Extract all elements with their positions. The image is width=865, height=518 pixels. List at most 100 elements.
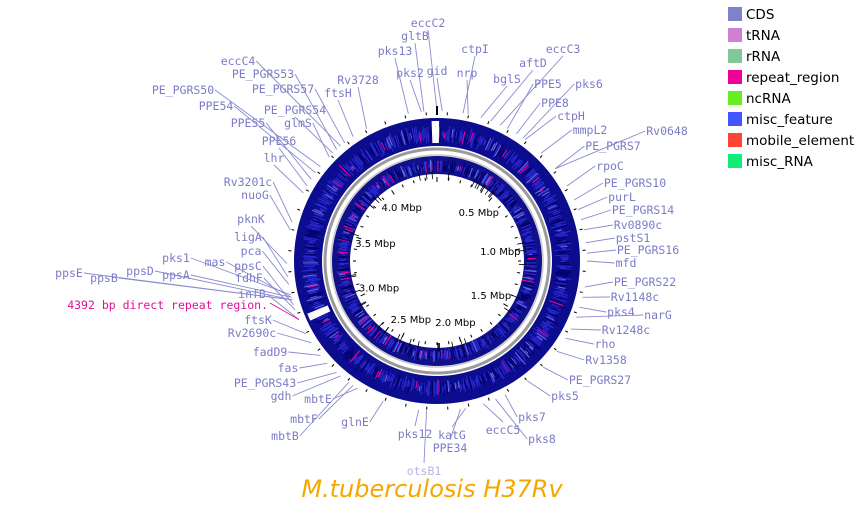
outer-feature-mark <box>482 138 487 145</box>
inner-feature-mark <box>517 242 526 245</box>
inner-feature-mark <box>337 269 350 272</box>
outer-feature-mark <box>486 371 491 379</box>
outer-scale-tick <box>291 291 295 294</box>
outer-feature-mark <box>554 287 565 291</box>
outer-feature-mark <box>308 291 316 295</box>
inner-feature-mark <box>503 322 510 330</box>
scale-tick <box>458 336 462 342</box>
outer-feature-mark <box>450 381 454 393</box>
outer-feature-mark <box>544 193 551 198</box>
outer-feature-mark <box>494 145 502 157</box>
outer-feature-mark <box>519 163 529 174</box>
gene-leader-line <box>542 366 569 381</box>
gene-label: bglS <box>493 72 521 86</box>
inner-feature-mark <box>476 182 481 190</box>
gene-leader-line <box>480 85 508 118</box>
outer-feature-mark <box>415 380 418 389</box>
outer-feature-mark <box>317 306 323 310</box>
inner-feature-mark <box>350 302 356 306</box>
inner-feature-mark <box>346 227 352 231</box>
outer-feature-mark <box>326 327 338 336</box>
scale-tick <box>360 225 364 228</box>
outer-feature-mark <box>366 363 374 375</box>
outer-feature-mark <box>345 165 351 171</box>
inner-feature-mark <box>486 338 492 345</box>
outer-feature-mark <box>374 142 383 157</box>
inner-feature-mark <box>457 350 461 358</box>
inner-feature-mark <box>380 335 387 344</box>
outer-scale-tick <box>384 397 387 401</box>
inner-feature-mark <box>521 297 528 301</box>
outer-feature-mark <box>349 352 354 357</box>
inner-feature-mark <box>414 164 418 172</box>
inner-feature-mark <box>418 350 422 358</box>
inner-feature-mark <box>342 232 349 236</box>
inner-feature-mark <box>508 313 519 322</box>
scale-tick <box>360 293 366 297</box>
gene-leader-line <box>584 281 614 288</box>
legend-swatch <box>728 49 742 63</box>
outer-feature-mark <box>321 196 333 204</box>
outer-feature-mark <box>483 140 487 146</box>
scale-tick <box>391 328 394 332</box>
outer-feature-mark <box>548 214 562 220</box>
inner-feature-mark <box>523 280 535 285</box>
inner-feature-mark <box>361 319 372 329</box>
inner-feature-mark <box>464 345 469 358</box>
scale-tick <box>373 313 377 317</box>
outer-feature-mark <box>479 379 482 384</box>
inner-feature-mark <box>399 341 405 353</box>
outer-feature-mark <box>309 295 318 299</box>
outer-feature-mark <box>313 301 319 304</box>
gene-label: Rv1148c <box>611 290 659 304</box>
size-labels: 0.5 Mbp 1.0 Mbp 1.5 Mbp 2.0 Mbp 2.5 Mbp 3.0 M… <box>355 203 520 329</box>
inner-feature-mark <box>515 209 523 215</box>
outer-feature-mark <box>386 376 390 382</box>
inner-feature-mark <box>344 293 356 299</box>
inner-feature-mark <box>460 162 466 176</box>
inner-feature-mark <box>480 338 486 348</box>
inner-feature-mark <box>358 195 369 205</box>
outer-feature-mark <box>548 216 562 222</box>
inner-feature-mark <box>357 202 366 209</box>
inner-feature-mark <box>341 281 349 284</box>
outer-feature-mark <box>555 233 567 237</box>
inner-feature-mark <box>479 184 485 192</box>
outer-feature-mark <box>364 362 370 371</box>
outer-ring-gap <box>308 307 330 318</box>
outer-feature-mark <box>549 302 565 309</box>
inner-feature-mark <box>372 327 382 338</box>
inner-feature-mark <box>471 340 478 353</box>
gene-label: PE_PGRS43 <box>234 376 296 390</box>
inner-feature-mark <box>337 242 349 246</box>
outer-feature-mark <box>541 326 549 332</box>
inner-feature-mark <box>341 290 353 296</box>
outer-feature-mark <box>455 131 458 139</box>
outer-feature-mark <box>546 204 554 209</box>
scale-tick <box>381 321 385 325</box>
outer-feature-mark <box>500 361 509 373</box>
inner-feature-mark <box>391 341 395 347</box>
outer-feature-mark <box>360 148 370 163</box>
inner-feature-mark <box>513 204 517 208</box>
inner-feature-mark <box>520 295 529 300</box>
outer-feature-mark <box>548 206 561 213</box>
outer-feature-mark <box>304 282 318 286</box>
outer-feature-mark <box>375 141 383 155</box>
legend-label: misc_feature <box>746 112 833 128</box>
outer-scale-tick <box>384 121 387 125</box>
outer-feature-mark <box>393 138 398 147</box>
outer-feature-mark <box>329 180 339 188</box>
outer-feature-mark <box>496 368 504 379</box>
outer-scale-tick <box>467 403 470 407</box>
outer-feature-mark <box>465 375 471 390</box>
outer-scale-tick <box>291 229 295 231</box>
outer-feature-mark <box>322 189 334 198</box>
outer-ring-gap <box>307 306 329 316</box>
inner-feature-mark <box>504 321 509 326</box>
inner-feature-mark <box>486 335 493 343</box>
gene-label: ppsE <box>55 266 83 280</box>
outer-feature-mark <box>422 382 426 394</box>
inner-feature-mark <box>526 241 535 245</box>
